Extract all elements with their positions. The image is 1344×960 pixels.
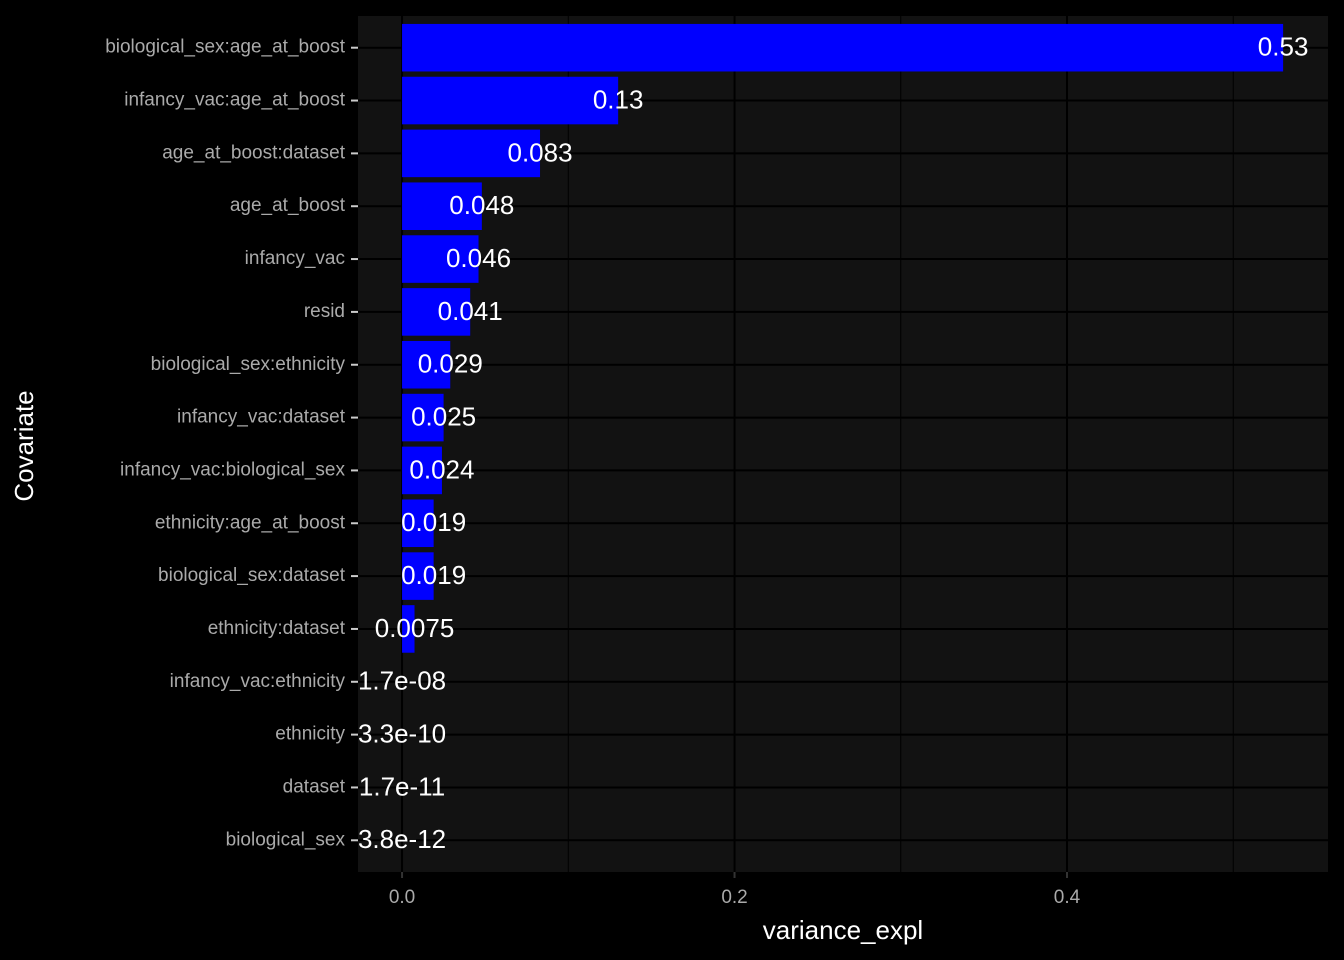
bar [402,499,434,548]
y-tick-label: biological_sex:age_at_boost [105,37,346,58]
y-tick-label: ethnicity:age_at_boost [155,512,346,533]
x-tick-label: 0.2 [721,887,747,908]
bar [402,446,442,495]
value-label: 0.025 [411,401,476,431]
value-label: 0.019 [401,507,466,537]
y-tick-label: dataset [283,776,346,797]
value-label: 0.13 [593,84,644,114]
bar [402,235,479,283]
x-tick-label: 0.4 [1054,887,1081,908]
y-tick-label: biological_sex:ethnicity [151,354,346,375]
value-label: 0.041 [438,296,503,326]
value-label: 0.029 [418,349,483,379]
value-label: 3.3e-10 [358,718,446,748]
y-tick-label: ethnicity:dataset [208,618,346,639]
value-label: 0.019 [401,560,466,590]
y-tick-label: infancy_vac:age_at_boost [124,90,345,111]
y-tick-label: age_at_boost:dataset [162,142,345,163]
y-tick-label: biological_sex:dataset [158,565,346,586]
value-label: 0.083 [507,137,572,167]
value-label: 0.046 [446,243,511,273]
value-label: 0.024 [409,454,474,484]
y-tick-label: age_at_boost [230,195,346,216]
bar [402,605,415,653]
value-label: 1.7e-11 [359,771,445,801]
bar [402,552,434,600]
y-tick-label: infancy_vac [245,248,345,269]
bar [402,23,1284,72]
bar [402,340,451,389]
value-label: 0.0075 [375,613,455,643]
bar [402,182,482,230]
y-tick-label: infancy_vac:biological_sex [120,459,345,480]
y-tick-label: resid [304,301,345,322]
value-label: 1.7e-08 [358,666,446,696]
x-tick-label: 0.0 [389,887,415,908]
value-label: 3.8e-12 [358,824,446,854]
bar [402,393,444,442]
bar [402,288,471,336]
y-tick-label: infancy_vac:dataset [177,407,346,428]
x-axis-title: variance_expl [763,915,923,945]
y-tick-label: infancy_vac:ethnicity [170,671,346,692]
y-tick-label: biological_sex [226,829,346,850]
y-axis-title: Covariate [9,390,39,501]
y-tick-label: ethnicity [275,724,345,745]
value-label: 0.048 [449,190,514,220]
bar [402,76,619,125]
bar [402,129,541,178]
value-label: 0.53 [1258,32,1309,62]
